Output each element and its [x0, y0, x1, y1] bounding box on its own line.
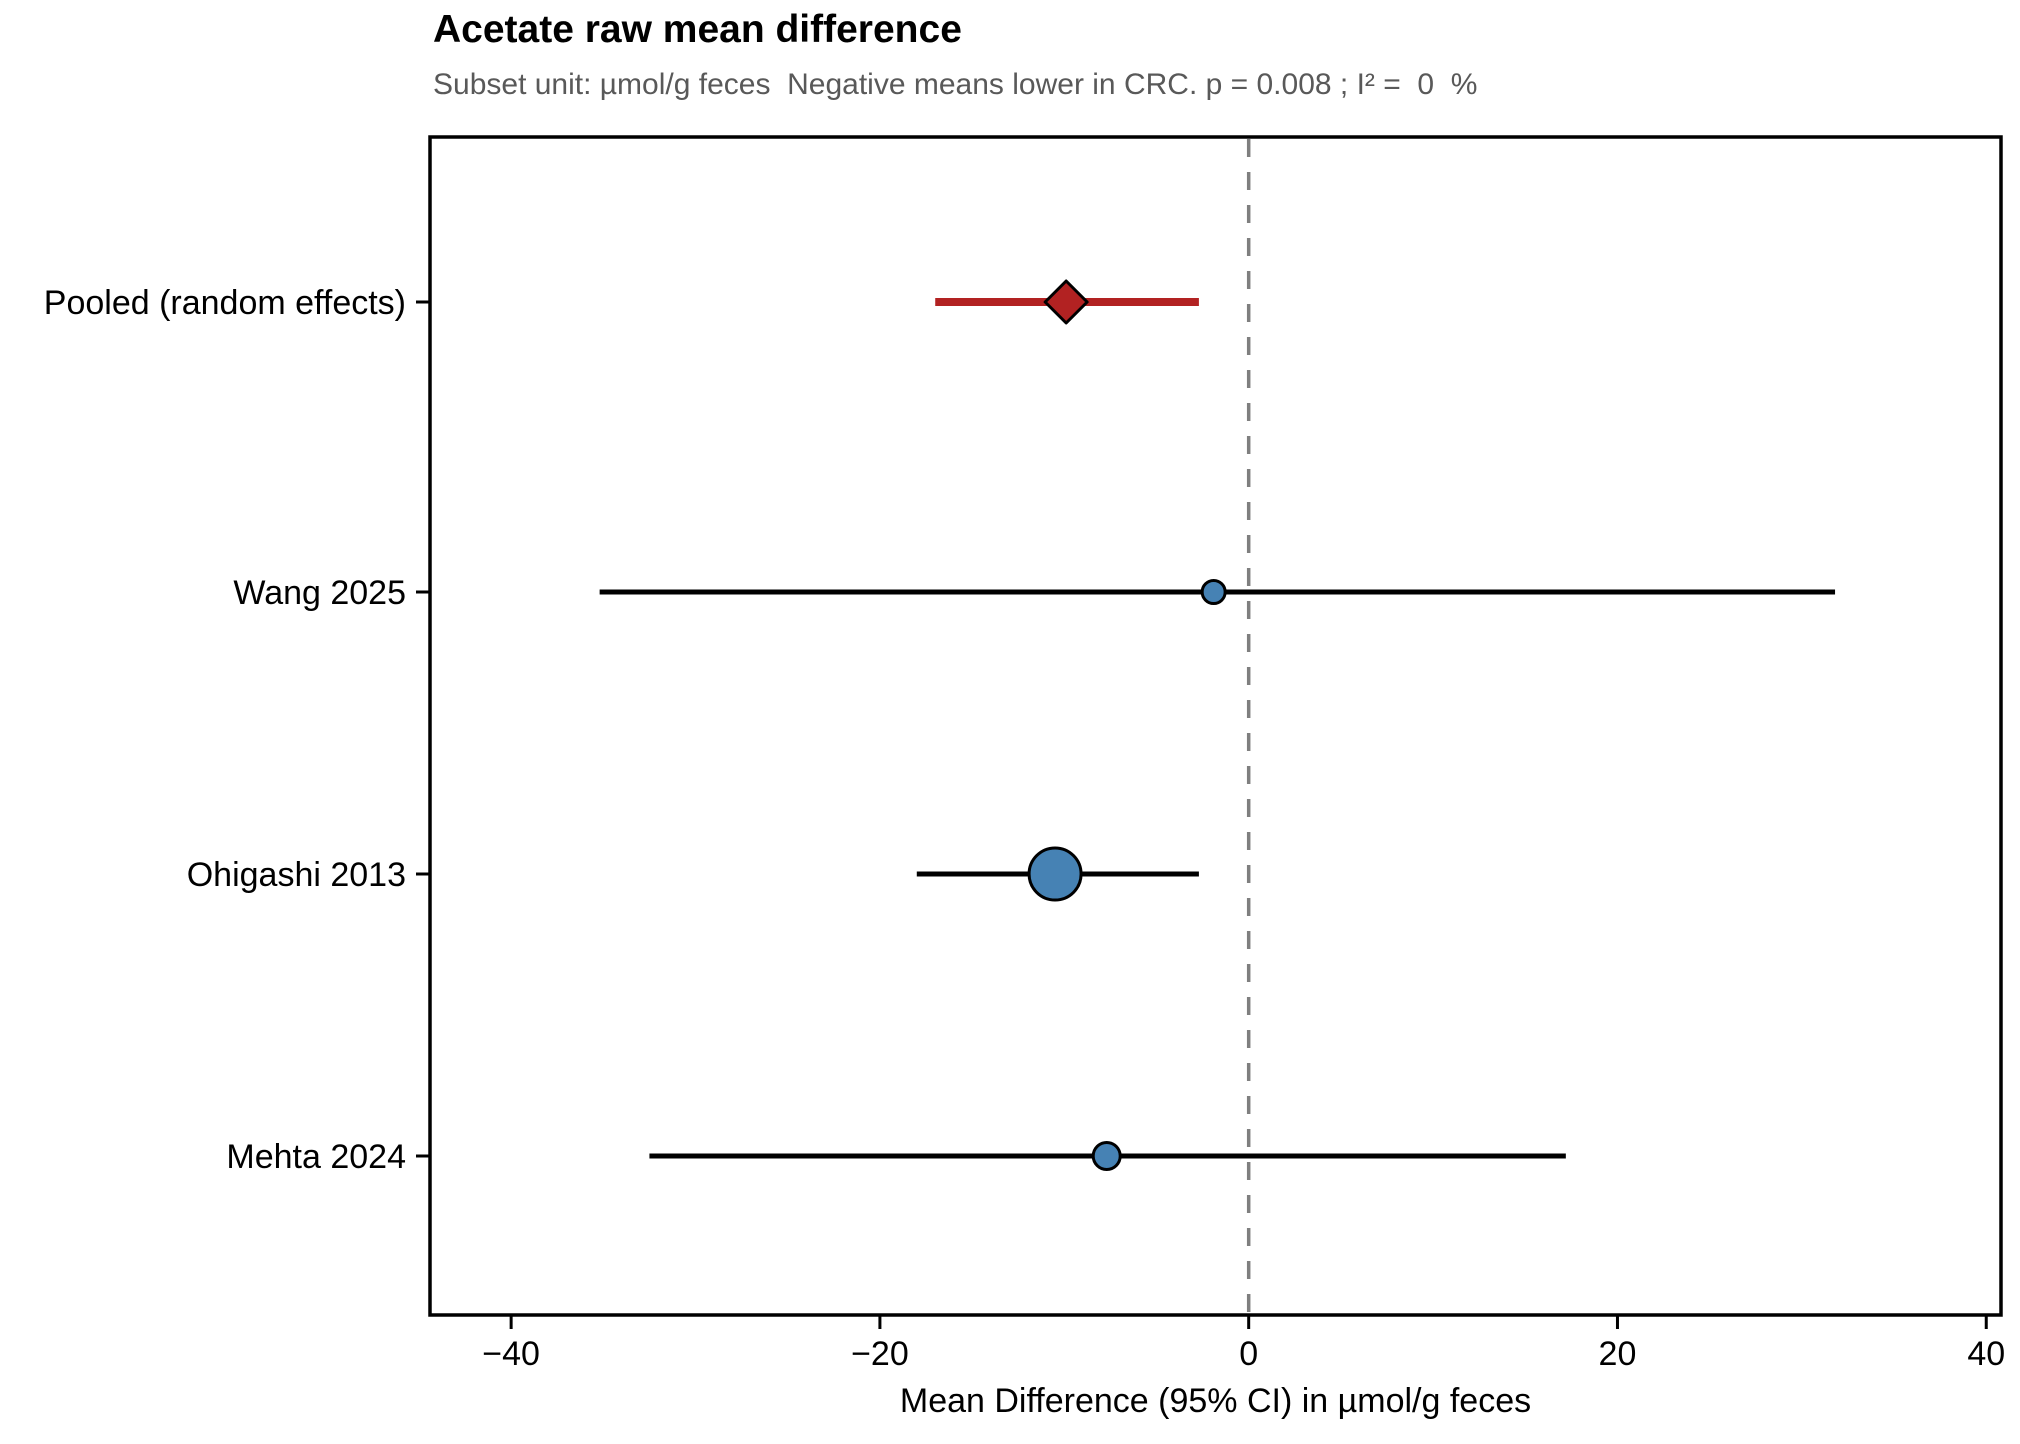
- chart-title: Acetate raw mean difference: [433, 8, 962, 51]
- x-axis-tick-label: −40: [482, 1335, 540, 1373]
- pooled-diamond-marker: [1043, 279, 1089, 325]
- x-axis-tick-label: 40: [1967, 1335, 2005, 1373]
- x-axis-tick-label: −20: [851, 1335, 909, 1373]
- study-point-marker: [1091, 1141, 1122, 1171]
- y-axis-label: Pooled (random effects): [44, 284, 406, 322]
- y-axis-label: Wang 2025: [233, 574, 406, 612]
- study-point-marker: [1200, 579, 1227, 605]
- y-axis-label: Ohigashi 2013: [187, 856, 406, 894]
- x-axis-title: Mean Difference (95% CI) in µmol/g feces: [899, 1382, 1532, 1420]
- plot-panel-border: [428, 135, 2003, 1317]
- study-point-marker: [1027, 846, 1083, 902]
- x-axis-tick-label: 20: [1599, 1335, 1637, 1373]
- x-axis-tick-label: 0: [1239, 1335, 1258, 1373]
- chart-subtitle: Subset unit: µmol/g feces Negative means…: [433, 68, 1478, 101]
- y-axis-label: Mehta 2024: [226, 1138, 406, 1176]
